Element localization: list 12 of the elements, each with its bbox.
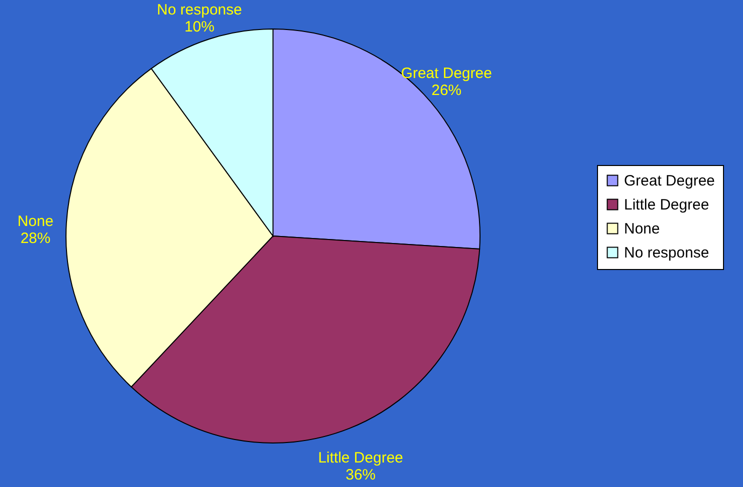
slice-label: None xyxy=(18,213,54,230)
legend-label: Little Degree xyxy=(624,196,710,214)
data-label: 26% xyxy=(431,82,462,100)
data-label: 10% xyxy=(184,18,214,36)
legend-label: None xyxy=(624,220,660,238)
data-label: 28% xyxy=(20,230,50,248)
slice-label: No response xyxy=(156,2,242,19)
slice-label: Little Degree xyxy=(318,449,404,466)
legend-label: Great Degree xyxy=(624,172,715,190)
legend-label: No response xyxy=(624,244,710,262)
slice-label: Great Degree xyxy=(401,65,492,82)
data-label: 36% xyxy=(346,466,376,484)
